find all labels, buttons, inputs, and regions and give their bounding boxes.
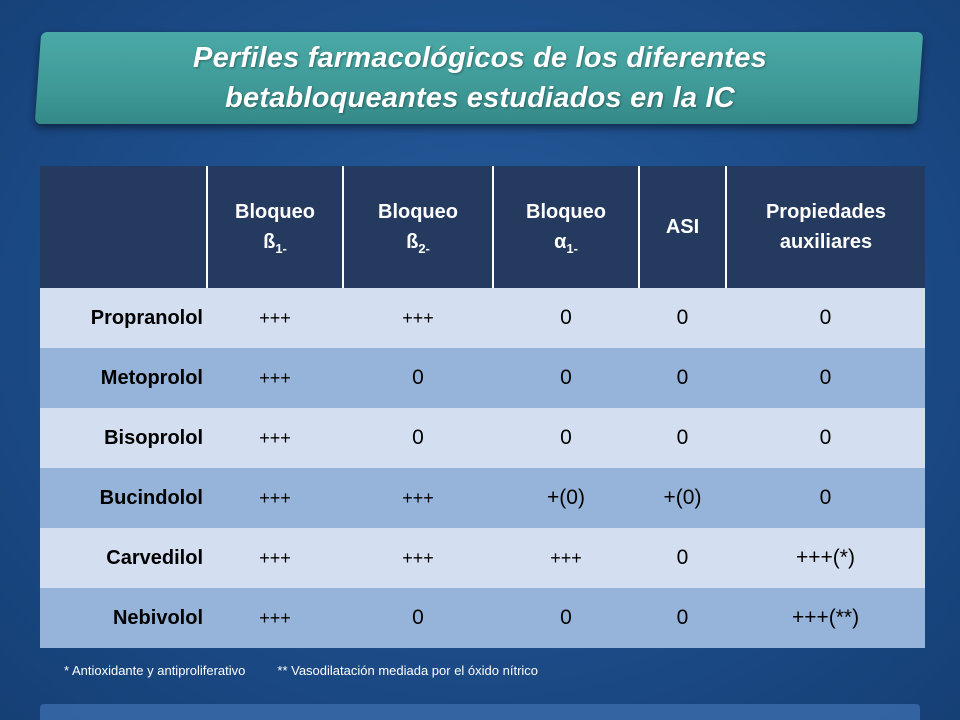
footnotes: * Antioxidante y antiproliferativo ** Vas… — [64, 662, 538, 680]
cell-a1: 0 — [493, 408, 639, 468]
cell-aux: 0 — [726, 408, 925, 468]
header-subscript: 2- — [418, 241, 430, 256]
header-label: Bloqueo — [378, 201, 458, 223]
header-label: Bloqueo — [526, 201, 606, 223]
cell-b1: +++ — [207, 588, 343, 648]
slide-title: Perfiles farmacológicos de los diferente… — [60, 38, 900, 118]
cell-b1: +++ — [207, 468, 343, 528]
cell-asi: +(0) — [639, 468, 726, 528]
cell-a1: 0 — [493, 588, 639, 648]
bottom-decorative-bar — [40, 704, 920, 720]
cell-b1: +++ — [207, 528, 343, 588]
drug-name: Metoprolol — [40, 348, 207, 408]
cell-aux: +++(*) — [726, 528, 925, 588]
table-row: Nebivolol +++ 0 0 0 +++(**) — [40, 588, 925, 648]
drug-name: Propranolol — [40, 288, 207, 348]
header-symbol: ß — [406, 231, 419, 253]
footnote-vasodilation: ** Vasodilatación mediada por el óxido n… — [277, 663, 539, 678]
header-symbol: ß — [263, 231, 276, 253]
cell-asi: 0 — [639, 348, 726, 408]
cell-asi: 0 — [639, 408, 726, 468]
table-row: Carvedilol +++ +++ +++ 0 +++(*) — [40, 528, 925, 588]
header-subscript: 1- — [566, 241, 578, 256]
cell-b2: 0 — [343, 408, 493, 468]
table-header-row: Bloqueo ß1- Bloqueo ß2- Bloqueo α1- ASI … — [40, 166, 925, 288]
drug-name: Nebivolol — [40, 588, 207, 648]
header-asi: ASI — [639, 166, 727, 288]
footnote-antioxidant: * Antioxidante y antiproliferativo — [64, 663, 246, 678]
cell-a1: 0 — [493, 348, 639, 408]
cell-b2: 0 — [343, 588, 493, 648]
table-row: Bucindolol +++ +++ +(0) +(0) 0 — [40, 468, 925, 528]
header-symbol: α — [554, 231, 567, 253]
cell-aux: +++(**) — [726, 588, 925, 648]
drug-name: Carvedilol — [40, 528, 207, 588]
cell-a1: 0 — [493, 288, 639, 348]
drug-name: Bisoprolol — [40, 408, 207, 468]
cell-aux: 0 — [726, 288, 925, 348]
header-label-line-2: auxiliares — [779, 231, 873, 253]
table-row: Bisoprolol +++ 0 0 0 0 — [40, 408, 925, 468]
cell-b2: 0 — [343, 348, 493, 408]
cell-b2: +++ — [343, 288, 493, 348]
cell-aux: 0 — [726, 468, 925, 528]
table-row: Metoprolol +++ 0 0 0 0 — [40, 348, 925, 408]
cell-b1: +++ — [207, 408, 343, 468]
header-subscript: 1- — [275, 241, 287, 256]
header-propiedades-auxiliares: Propiedades auxiliares — [726, 166, 925, 288]
cell-asi: 0 — [639, 588, 726, 648]
pharmacology-table: Bloqueo ß1- Bloqueo ß2- Bloqueo α1- ASI … — [40, 166, 925, 648]
cell-asi: 0 — [639, 288, 726, 348]
cell-b2: +++ — [343, 528, 493, 588]
title-line-2: betabloqueantes estudiados en la IC — [225, 82, 735, 114]
cell-a1: +(0) — [493, 468, 639, 528]
cell-b1: +++ — [207, 348, 343, 408]
cell-asi: 0 — [639, 528, 726, 588]
header-bloqueo-a1: Bloqueo α1- — [493, 166, 640, 288]
cell-aux: 0 — [726, 348, 925, 408]
header-bloqueo-b2: Bloqueo ß2- — [343, 166, 494, 288]
header-corner-cell — [40, 166, 208, 288]
drug-name: Bucindolol — [40, 468, 207, 528]
title-line-1: Perfiles farmacológicos de los diferente… — [193, 42, 767, 74]
cell-b1: +++ — [207, 288, 343, 348]
cell-a1: +++ — [493, 528, 639, 588]
header-label: Propiedades — [765, 201, 887, 223]
header-label: ASI — [665, 216, 700, 238]
header-label: Bloqueo — [235, 201, 315, 223]
header-bloqueo-b1: Bloqueo ß1- — [207, 166, 344, 288]
cell-b2: +++ — [343, 468, 493, 528]
table-row: Propranolol +++ +++ 0 0 0 — [40, 288, 925, 348]
